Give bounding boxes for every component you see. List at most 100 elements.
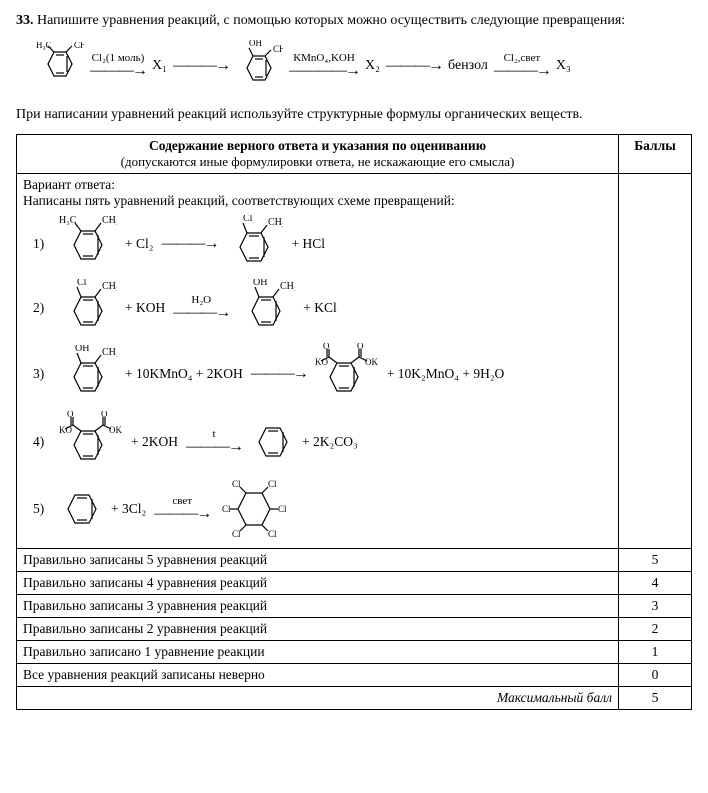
svg-text:OH: OH	[253, 279, 267, 288]
eq4-products: + 2K₂CO₃	[302, 434, 358, 450]
arrow-4: ———→	[386, 57, 442, 75]
rubric-max-row: Максимальный балл5	[17, 687, 692, 710]
rubric-row: Правильно записаны 2 уравнения реакций2	[17, 618, 692, 641]
equation-1: 1) CH₃H₃C + Cl₂ ———→	[33, 215, 612, 273]
eq4-num: 4)	[33, 434, 51, 450]
svg-text:O: O	[101, 411, 108, 419]
svg-text:Cl: Cl	[278, 504, 287, 514]
rubric-row-pts: 2	[619, 618, 692, 641]
svg-text:Cl: Cl	[268, 479, 277, 489]
arrow-3: KMnO₄,KOH ————→	[289, 53, 359, 80]
eq2-plus-koh: + KOH	[125, 300, 165, 316]
equation-5: 5) + 3Cl₂ свет ———→	[33, 479, 612, 539]
arrow-5: Cl₂,свет ———→	[494, 53, 550, 80]
eq2-num: 2)	[33, 300, 51, 316]
svg-text:CH₃: CH₃	[74, 42, 84, 50]
rubric-row: Правильно записаны 3 уравнения реакций3	[17, 595, 692, 618]
svg-text:OK: OK	[365, 357, 378, 367]
rubric-body-points	[619, 174, 692, 549]
x1: X₁	[152, 58, 167, 74]
question-text: Напишите уравнения реакций, с помощью ко…	[37, 13, 625, 28]
eq5-plus-3cl2: + 3Cl₂	[111, 501, 146, 517]
svg-text:CH₃: CH₃	[102, 347, 117, 358]
rubric-max-pts: 5	[619, 687, 692, 710]
rubric-row: Правильно записаны 5 уравнения реакций5	[17, 549, 692, 572]
benzene-label: бензол	[448, 58, 488, 74]
rubric-row-pts: 3	[619, 595, 692, 618]
eq3-reagents: + 10KMnO₄ + 2KOH	[125, 366, 243, 382]
eq3-product: OKO KOO	[315, 343, 379, 405]
eq1-product: CH₃ Cl	[225, 215, 283, 273]
question-number: 33.	[16, 13, 34, 28]
rubric-row-text: Правильно записаны 3 уравнения реакций	[17, 595, 619, 618]
rubric-row-text: Правильно записаны 4 уравнения реакций	[17, 572, 619, 595]
molecule-oxylene: CH₃ H₃C	[36, 42, 84, 90]
equation-4: 4) OKO KOO + 2KOH t ———→	[33, 411, 612, 473]
eq2-arrow: H₂O ———→	[173, 295, 229, 322]
svg-text:Cl: Cl	[222, 504, 231, 514]
svg-text:OK: OK	[109, 425, 122, 435]
eq5-product-hexachlorocyclohexane: ClCl ClCl ClCl	[218, 479, 288, 539]
svg-text:KO: KO	[315, 357, 328, 367]
svg-text:Cl: Cl	[232, 479, 241, 489]
arrow-2: ———→	[173, 57, 229, 75]
rubric-row-pts: 1	[619, 641, 692, 664]
svg-text:O: O	[323, 343, 330, 351]
svg-text:CH₃: CH₃	[280, 281, 295, 292]
rubric-row-text: Все уравнения реакций записаны неверно	[17, 664, 619, 687]
eq1-reactant: CH₃H₃C	[59, 215, 117, 273]
arrow-1: Cl₂(1 моль) ———→	[90, 53, 146, 80]
eq3-arrow: ———→	[251, 365, 307, 383]
svg-text:O: O	[67, 411, 74, 419]
eq5-num: 5)	[33, 501, 51, 517]
rubric-row-text: Правильно записано 1 уравнение реакции	[17, 641, 619, 664]
eq5-arrow: свет ———→	[154, 496, 210, 523]
after-text: При написании уравнений реакций использу…	[16, 106, 692, 124]
eq1-plus-hcl: + HCl	[291, 236, 325, 252]
svg-text:KO: KO	[59, 425, 72, 435]
eq3-reactant: CH₃OH	[59, 345, 117, 403]
svg-text:Cl: Cl	[243, 215, 253, 224]
svg-text:H₃C: H₃C	[36, 42, 52, 50]
reaction-scheme: CH₃ H₃C Cl₂(1 моль) ———→ X₁ ———→ CH₃ OH …	[36, 40, 692, 92]
eq3-num: 3)	[33, 366, 51, 382]
eq1-arrow: ———→	[161, 235, 217, 253]
eq3-products: + 10K₂MnO₄ + 9H₂O	[387, 366, 504, 382]
rubric-row-pts: 0	[619, 664, 692, 687]
eq1-plus-cl2: + Cl₂	[125, 236, 153, 252]
eq4-product-benzene	[250, 418, 294, 466]
variant-label: Вариант ответа:	[23, 177, 612, 193]
svg-text:CH₃: CH₃	[268, 217, 283, 228]
x3: X₃	[556, 58, 571, 74]
rubric-row: Правильно записаны 4 уравнения реакций4	[17, 572, 692, 595]
rubric-row: Все уравнения реакций записаны неверно0	[17, 664, 692, 687]
rubric-row-text: Правильно записаны 5 уравнения реакций	[17, 549, 619, 572]
eq4-arrow: t ———→	[186, 429, 242, 456]
eq4-reactant: OKO KOO	[59, 411, 123, 473]
svg-text:CH₃: CH₃	[102, 281, 117, 292]
eq5-reactant-benzene	[59, 485, 103, 533]
svg-text:H₃C: H₃C	[59, 215, 77, 226]
molecule-methylbenzylalcohol: CH₃ OH	[235, 40, 283, 92]
rubric-max-label: Максимальный балл	[17, 687, 619, 710]
x2: X₂	[365, 58, 380, 74]
svg-text:Cl: Cl	[232, 529, 241, 539]
rubric-header-points: Баллы	[619, 135, 692, 174]
svg-text:O: O	[357, 343, 364, 351]
rubric-row-pts: 5	[619, 549, 692, 572]
equation-2: 2) CH₃ Cl + KOH H₂O ———→	[33, 279, 612, 337]
rubric-header-main-text: Содержание верного ответа и указания по …	[149, 138, 486, 153]
rubric-row-text: Правильно записаны 2 уравнения реакций	[17, 618, 619, 641]
rubric-header-main: Содержание верного ответа и указания по …	[17, 135, 619, 174]
rubric-row-pts: 4	[619, 572, 692, 595]
rubric-body: Вариант ответа: Написаны пять уравнений …	[17, 174, 619, 549]
eq2-plus-kcl: + KCl	[303, 300, 337, 316]
svg-text:OH: OH	[249, 40, 262, 48]
svg-text:CH₃: CH₃	[273, 44, 283, 54]
rubric-header-sub: (допускаются иные формулировки ответа, н…	[121, 154, 515, 169]
rubric-table: Содержание верного ответа и указания по …	[16, 134, 692, 710]
equation-3: 3) CH₃OH + 10KMnO₄ + 2KOH ———→	[33, 343, 612, 405]
svg-text:Cl: Cl	[77, 279, 87, 288]
eq4-plus-2koh: + 2KOH	[131, 434, 178, 450]
rubric-intro: Написаны пять уравнений реакций, соответ…	[23, 193, 612, 209]
